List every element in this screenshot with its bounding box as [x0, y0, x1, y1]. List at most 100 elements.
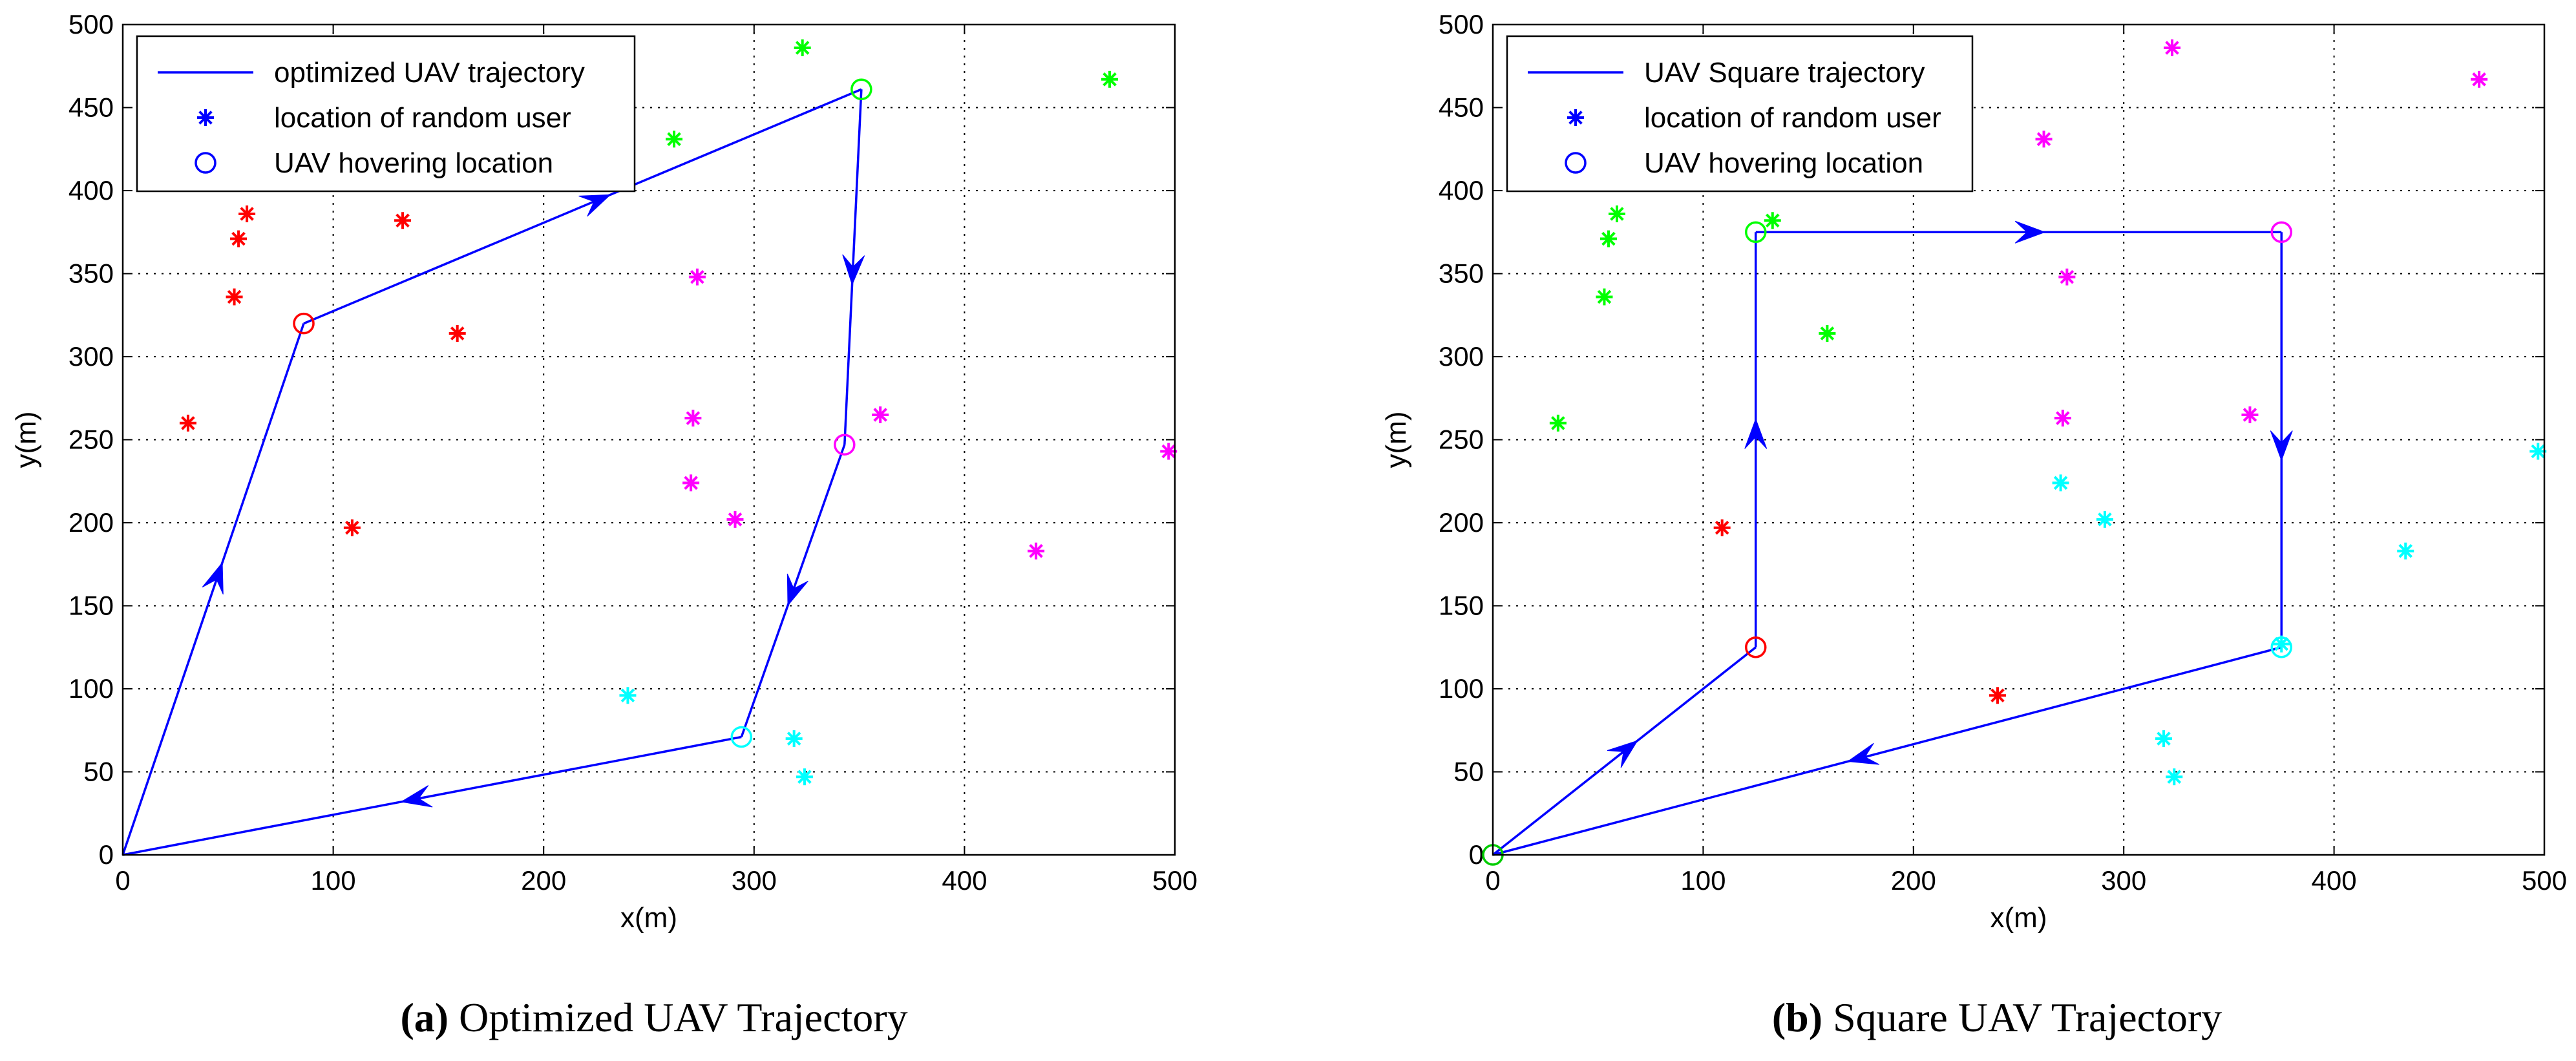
- user-point: [2241, 406, 2259, 423]
- y-tick-label: 400: [69, 175, 114, 205]
- x-tick-label: 500: [2522, 865, 2567, 896]
- user-point: [230, 230, 248, 247]
- user-point: [2397, 542, 2414, 560]
- y-tick-label: 250: [69, 425, 114, 455]
- trajectory-arrow: [1607, 740, 1638, 768]
- legend-star-swatch: [1567, 109, 1584, 126]
- user-point: [1028, 542, 1045, 560]
- legend-box: [136, 35, 636, 193]
- user-point: [2471, 70, 2488, 88]
- hovering-point: [850, 78, 872, 100]
- user-point: [1608, 205, 1625, 222]
- trajectory-segment: [303, 88, 862, 325]
- user-point: [1764, 212, 1781, 229]
- y-tick-label: 0: [99, 839, 114, 870]
- legend: optimized UAV trajectory location of rand…: [136, 35, 636, 193]
- x-tick-label: 300: [2101, 865, 2146, 896]
- y-tick-label: 450: [1439, 92, 1484, 123]
- x-axis-label: x(m): [1990, 902, 2047, 934]
- trajectory-arrow: [842, 254, 865, 286]
- trajectory-segment: [1492, 646, 2282, 856]
- user-point: [226, 288, 243, 306]
- hovering-point: [2270, 221, 2292, 243]
- user-point: [1989, 687, 2006, 704]
- trajectory-arrow: [400, 785, 433, 808]
- y-tick-label: 450: [69, 92, 114, 123]
- legend-entry-label: optimized UAV trajectory: [274, 57, 585, 89]
- x-tick-label: 0: [1485, 865, 1500, 896]
- user-point: [794, 39, 811, 56]
- panel-caption-text: Optimized UAV Trajectory: [449, 994, 908, 1040]
- user-point: [2058, 268, 2076, 286]
- y-tick-label: 150: [69, 591, 114, 621]
- y-tick-label: 150: [1439, 591, 1484, 621]
- x-axis-label: x(m): [620, 902, 677, 934]
- x-tick-label: 0: [115, 865, 130, 896]
- y-tick-label: 250: [1439, 425, 1484, 455]
- user-point: [2155, 730, 2173, 748]
- y-tick-label: 100: [69, 673, 114, 704]
- y-tick-label: 350: [1439, 258, 1484, 289]
- chart-panel-a: 0 100 200 300 400 500 0 50 100 150 200 250 300 350 400…: [10, 9, 1198, 1040]
- legend-entry-label: UAV hovering location: [1644, 147, 1923, 179]
- trajectory-arrow: [202, 562, 224, 594]
- x-tick-label: 200: [1891, 865, 1936, 896]
- legend-circle-swatch: [195, 152, 216, 174]
- user-point: [394, 212, 412, 229]
- y-tick-label: 500: [1439, 9, 1484, 39]
- legend-entry-label: UAV Square trajectory: [1644, 57, 1925, 89]
- user-point: [688, 268, 706, 286]
- user-point: [785, 730, 803, 748]
- user-point: [343, 519, 361, 536]
- y-tick-label: 400: [1439, 175, 1484, 205]
- user-point: [872, 406, 889, 423]
- user-point: [2096, 510, 2113, 528]
- trajectory-arrow: [2270, 430, 2293, 462]
- hovering-point: [2270, 636, 2292, 658]
- user-point: [666, 131, 683, 148]
- user-point: [2166, 768, 2183, 786]
- y-axis-label: y(m): [10, 412, 42, 468]
- user-point: [2164, 39, 2181, 56]
- y-tick-label: 200: [1439, 507, 1484, 538]
- user-point: [1596, 288, 1613, 306]
- user-point: [1599, 230, 1617, 247]
- user-point: [2529, 443, 2547, 460]
- user-point: [684, 410, 702, 427]
- chart-panel-b: 0 100 200 300 400 500 0 50 100 150 200 250 300 350 400…: [1380, 9, 2567, 1040]
- user-point: [682, 474, 700, 492]
- trajectory-arrow: [2014, 220, 2046, 244]
- hovering-point: [1745, 636, 1767, 658]
- y-tick-label: 100: [1439, 673, 1484, 704]
- trajectory-arrow: [787, 573, 808, 607]
- hovering-point: [730, 726, 753, 748]
- legend: UAV Square trajectory location of random …: [1506, 35, 1974, 193]
- legend-circle-swatch: [1565, 152, 1587, 174]
- hovering-point: [1745, 221, 1767, 243]
- trajectory-arrow: [1846, 742, 1880, 765]
- user-point: [726, 510, 744, 528]
- y-tick-label: 350: [69, 258, 114, 289]
- hovering-point: [834, 434, 856, 456]
- y-tick-label: 300: [69, 341, 114, 372]
- user-point: [449, 325, 466, 342]
- y-tick-label: 50: [83, 757, 114, 787]
- panel-caption-text: Square UAV Trajectory: [1822, 994, 2222, 1040]
- user-point: [179, 414, 196, 432]
- legend-entry-label: location of random user: [1644, 102, 1941, 134]
- legend-star-swatch: [197, 109, 214, 126]
- x-tick-label: 300: [732, 865, 777, 896]
- x-tick-label: 400: [2312, 865, 2357, 896]
- user-point: [2052, 474, 2069, 492]
- trajectory-segment: [122, 735, 742, 856]
- x-tick-label: 400: [942, 865, 987, 896]
- y-tick-label: 200: [69, 507, 114, 538]
- y-tick-label: 300: [1439, 341, 1484, 372]
- y-tick-label: 0: [1469, 839, 1484, 870]
- panel-label: (a): [400, 994, 449, 1040]
- trajectory-arrow: [578, 194, 611, 217]
- trajectory-arrow: [1744, 417, 1768, 449]
- trajectory-segment: [121, 323, 305, 856]
